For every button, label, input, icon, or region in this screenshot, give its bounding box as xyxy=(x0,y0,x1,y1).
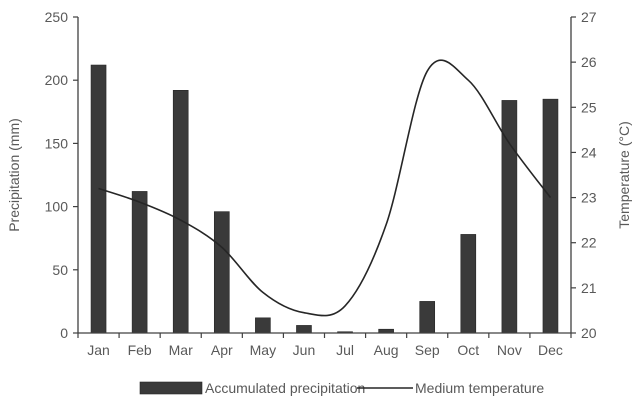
legend-line-label: Medium temperature xyxy=(415,380,544,396)
x-tick-label: Dec xyxy=(538,342,563,358)
legend: Accumulated precipitation Medium temperat… xyxy=(139,380,544,396)
bar-jan xyxy=(90,64,107,334)
x-tick-label: Aug xyxy=(374,342,399,358)
bar-mar xyxy=(172,90,189,334)
x-tick-label: Nov xyxy=(497,342,522,358)
legend-bar-label: Accumulated precipitation xyxy=(205,380,365,396)
right-tick-label: 26 xyxy=(581,54,597,70)
bar-jun xyxy=(296,325,312,334)
temperature-line xyxy=(98,59,552,317)
x-tick-label: Feb xyxy=(128,342,152,358)
bar-oct xyxy=(460,234,477,334)
x-tick-label: May xyxy=(250,342,276,358)
left-tick-label: 0 xyxy=(60,325,68,341)
left-tick-label: 50 xyxy=(52,262,68,278)
bar-dec xyxy=(542,98,559,334)
right-tick-label: 24 xyxy=(581,144,597,160)
bar-feb xyxy=(131,191,148,334)
x-tick-label: Mar xyxy=(169,342,193,358)
legend-bar-swatch xyxy=(139,381,203,395)
right-tick-label: 27 xyxy=(581,9,597,25)
right-tick-label: 22 xyxy=(581,235,597,251)
bar-sep xyxy=(419,301,436,334)
line-layer xyxy=(98,59,552,317)
x-tick-label: Oct xyxy=(457,342,479,358)
right-tick-label: 20 xyxy=(581,325,597,341)
left-tick-label: 250 xyxy=(45,9,69,25)
x-tick-label: Jan xyxy=(87,342,110,358)
left-tick-label: 150 xyxy=(45,135,69,151)
x-tick-label: Sep xyxy=(415,342,440,358)
labels-layer: 0 50 100 150 200 250 20 21 22 23 24 25 26 27 Jan Feb Mar… xyxy=(6,9,632,358)
left-axis-title: Precipitation (mm) xyxy=(6,118,22,232)
bar-apr xyxy=(213,211,230,334)
x-tick-label: Jun xyxy=(293,342,316,358)
left-tick-label: 200 xyxy=(45,72,69,88)
x-tick-label: Jul xyxy=(336,342,354,358)
right-axis-title: Temperature (°C) xyxy=(616,121,632,229)
right-tick-label: 23 xyxy=(581,190,597,206)
axes-layer xyxy=(73,16,576,338)
right-tick-label: 25 xyxy=(581,99,597,115)
right-tick-label: 21 xyxy=(581,280,597,296)
x-tick-label: Apr xyxy=(211,342,233,358)
left-tick-label: 100 xyxy=(45,199,69,215)
bars-layer xyxy=(90,64,559,334)
bar-may xyxy=(255,317,271,334)
